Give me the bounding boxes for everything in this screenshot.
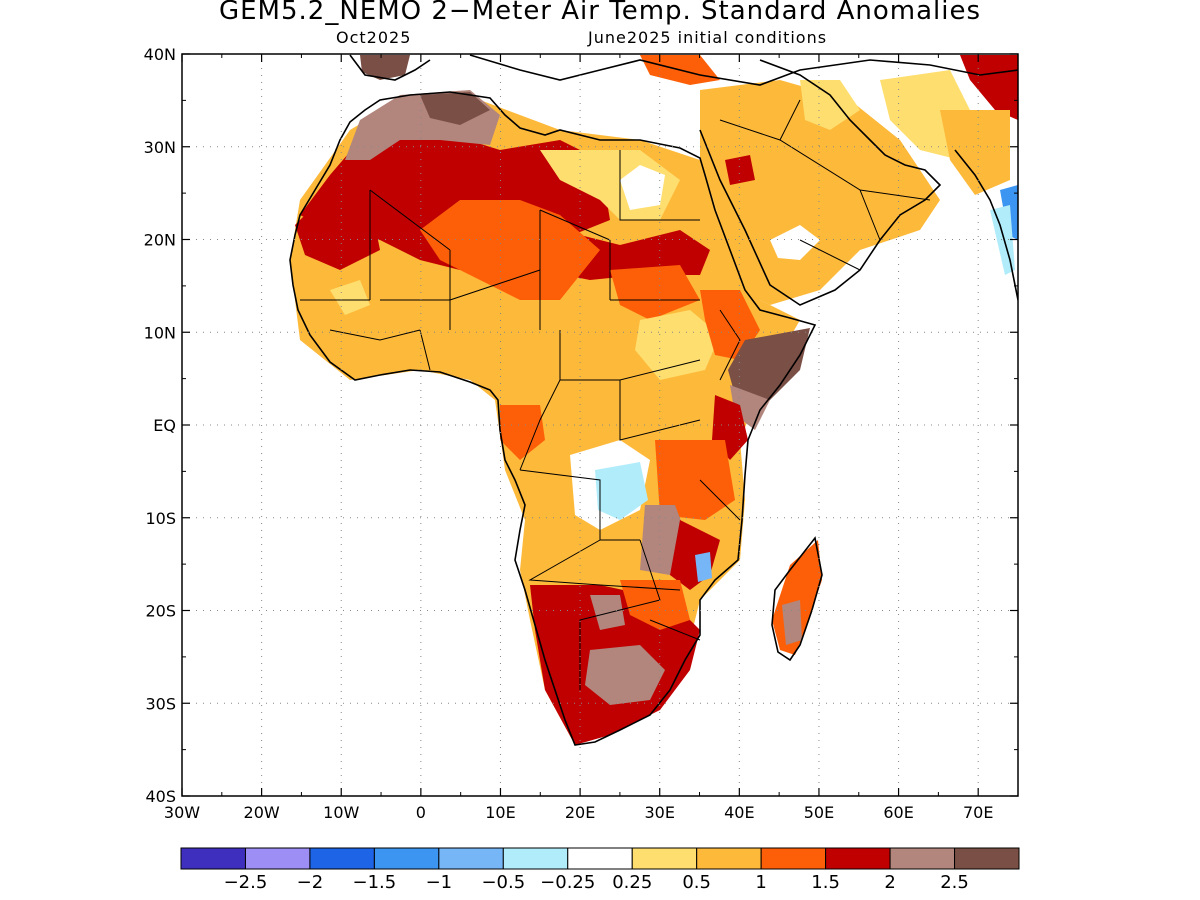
arabia-white [770, 225, 820, 260]
colorbar-label: 0.5 [682, 872, 711, 893]
x-tick-label: 10E [485, 803, 515, 822]
colorbar-swatch [889, 847, 956, 870]
x-tick-label: 20W [244, 803, 280, 822]
forecast-month: Oct2025 [336, 28, 412, 47]
y-tick-label: 40N [144, 45, 176, 64]
arabia-red [725, 155, 755, 185]
colorbar-label: −1 [426, 872, 453, 893]
colorbar-label: 2 [884, 872, 895, 893]
colorbar-swatch [244, 847, 311, 870]
y-tick-label: 40S [145, 787, 176, 806]
x-tick-label: 30E [644, 803, 674, 822]
colorbar-swatch [373, 847, 440, 870]
y-tick-label: 20N [144, 231, 176, 250]
x-tick-label: 60E [883, 803, 913, 822]
colorbar-label: −0.25 [540, 872, 595, 893]
axis-ticks [181, 53, 1019, 797]
colorbar-swatch [180, 847, 246, 870]
border-lines [300, 150, 741, 690]
colorbar: −2.5 −2 −1.5 −1 −0.5 −0.25 0.25 0.5 1 1.5 2 2.5 [180, 847, 1020, 893]
map-field [290, 55, 1018, 745]
y-tick-label: 30S [145, 694, 176, 713]
x-tick-label: 50E [804, 803, 834, 822]
ethiopia-yellow [635, 310, 720, 380]
colorbar-swatch [760, 847, 827, 870]
page-title: GEM5.2_NEMO 2−Meter Air Temp. Standard A… [218, 0, 982, 26]
y-tick-label: 10S [145, 509, 176, 528]
colorbar-swatch [567, 847, 633, 870]
colorbar-label: −1.5 [353, 872, 397, 893]
arabia-orange [700, 80, 940, 305]
colorbar-label: 2.5 [940, 872, 969, 893]
arabia-coastline [699, 59, 942, 306]
arabia-yellow [800, 80, 860, 130]
sudan-orange [610, 265, 700, 320]
colorbar-label: −2 [297, 872, 324, 893]
colorbar-label: 0.25 [612, 872, 652, 893]
sahel-orange [420, 200, 600, 300]
madagascar-mauve [782, 600, 802, 645]
spain-brown [360, 55, 410, 80]
colorbar-label: 1 [755, 872, 766, 893]
tanzania-orange [655, 440, 735, 520]
colorbar-swatch [309, 847, 375, 870]
zimbabwe-orange [620, 580, 690, 630]
x-tick-label: 40E [724, 803, 754, 822]
x-tick-label: 70E [963, 803, 993, 822]
colorbar-swatch [825, 847, 891, 870]
x-tick-label: 0 [416, 803, 426, 822]
colorbar-swatch [696, 847, 762, 870]
y-tick-label: EQ [153, 416, 176, 435]
drc-cyan [595, 462, 648, 520]
colorbar-swatch [502, 847, 569, 870]
mauritania-red [295, 190, 380, 270]
colorbar-swatch [631, 847, 698, 870]
egypt-white [620, 165, 665, 210]
colorbar-label: 1.5 [811, 872, 840, 893]
x-tick-label: 10W [323, 803, 359, 822]
y-tick-label: 30N [144, 138, 176, 157]
iran-orange [940, 110, 1010, 195]
south-africa-mauve [585, 645, 665, 705]
madagascar-coastline [771, 536, 823, 662]
colorbar-label: −0.5 [481, 872, 525, 893]
gabon-orange [500, 405, 545, 460]
country-borders [300, 99, 931, 690]
grid [182, 54, 1018, 796]
mediterranean-north [349, 54, 1018, 86]
coastlines [289, 54, 1018, 746]
y-tick-labels: 40N 30N 20N 10N EQ 10S 20S 30S 40S [144, 45, 176, 806]
x-tick-labels: 30W 20W 10W 0 10E 20E 30E 40E 50E 60E 70E [164, 803, 994, 822]
north-brown [420, 92, 490, 125]
initial-conditions: June2025 initial conditions [588, 28, 828, 47]
africa-coastline [289, 91, 817, 746]
colorbar-label: −2.5 [224, 872, 268, 893]
x-tick-label: 20E [565, 803, 595, 822]
botswana-mauve [590, 595, 625, 630]
india-coastline [954, 149, 1018, 301]
colorbar-swatch [438, 847, 504, 870]
arabia-borders [719, 99, 931, 271]
y-tick-label: 20S [145, 602, 176, 621]
west-africa-yellow [330, 280, 370, 315]
colorbar-swatch [954, 847, 1020, 870]
x-tick-label: 30W [164, 803, 200, 822]
mozambique-blue [695, 552, 712, 582]
y-tick-label: 10N [144, 323, 176, 342]
